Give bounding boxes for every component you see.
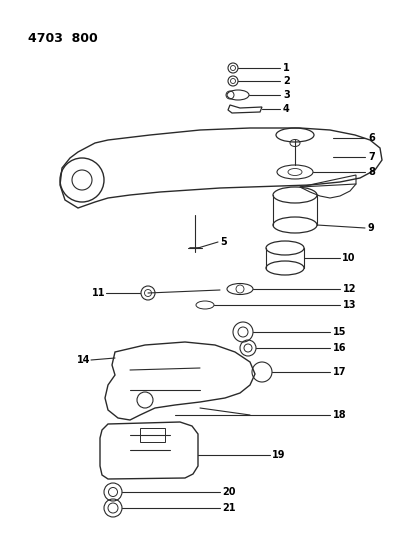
Text: 13: 13 xyxy=(343,300,357,310)
Text: 6: 6 xyxy=(368,133,375,143)
Text: 9: 9 xyxy=(368,223,375,233)
Text: 14: 14 xyxy=(77,355,90,365)
Text: 2: 2 xyxy=(283,76,290,86)
Text: 7: 7 xyxy=(368,152,375,162)
Text: 1: 1 xyxy=(283,63,290,73)
Text: 5: 5 xyxy=(220,237,227,247)
Text: 20: 20 xyxy=(222,487,235,497)
Text: 3: 3 xyxy=(283,90,290,100)
Text: 10: 10 xyxy=(342,253,355,263)
Text: 18: 18 xyxy=(333,410,347,420)
Text: 15: 15 xyxy=(333,327,346,337)
Text: 8: 8 xyxy=(368,167,375,177)
Text: 4: 4 xyxy=(283,104,290,114)
Text: 21: 21 xyxy=(222,503,235,513)
Text: 11: 11 xyxy=(91,288,105,298)
Text: 4703  800: 4703 800 xyxy=(28,31,98,44)
Text: 16: 16 xyxy=(333,343,346,353)
Text: 12: 12 xyxy=(343,284,357,294)
Text: 17: 17 xyxy=(333,367,346,377)
Text: 19: 19 xyxy=(272,450,286,460)
